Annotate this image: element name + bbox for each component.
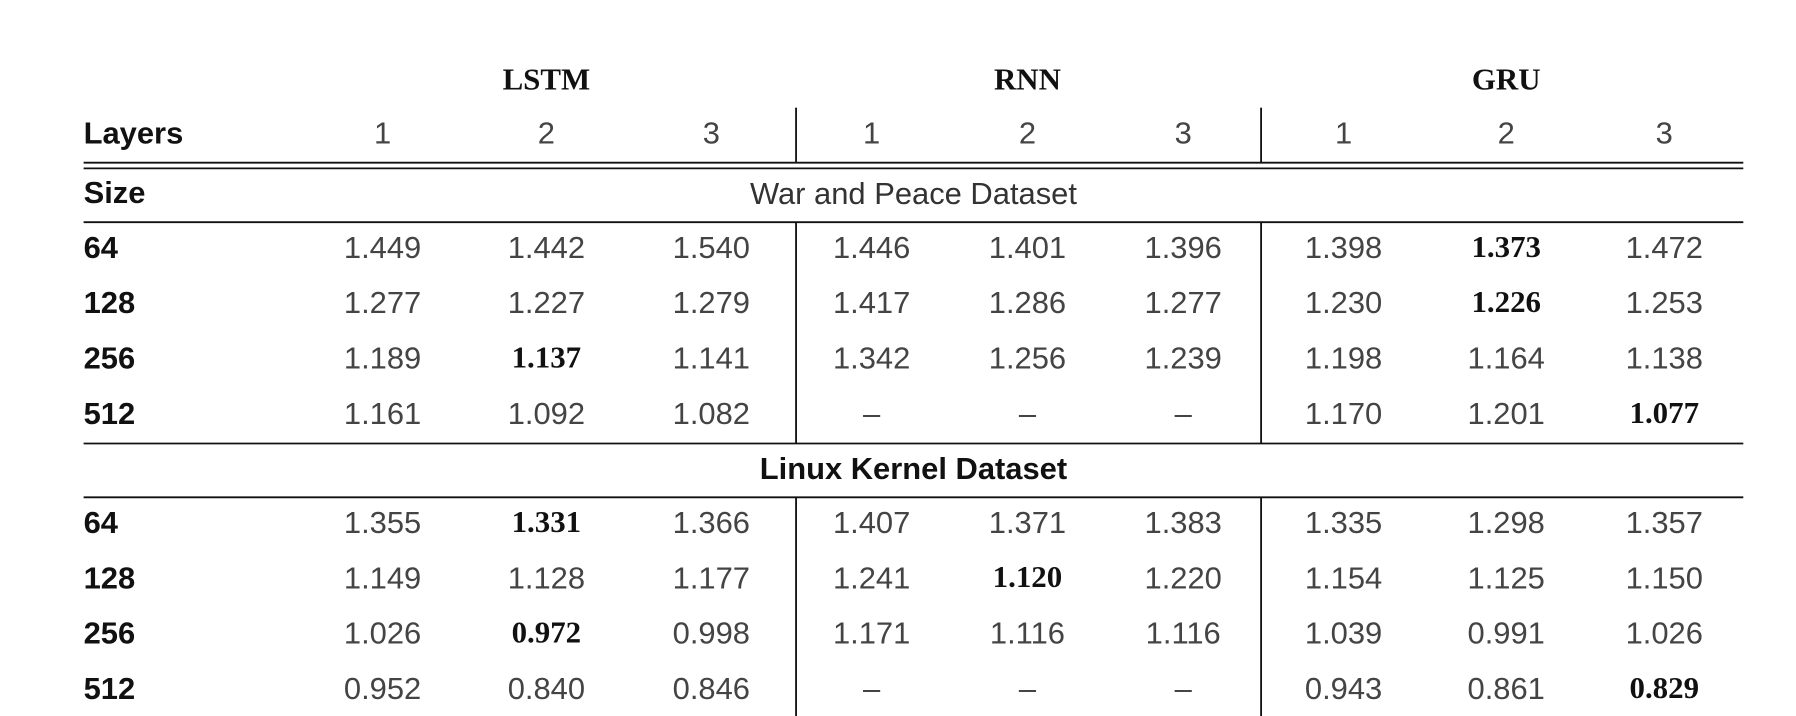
cell: 1.137 xyxy=(512,339,582,374)
cell: 1.335 xyxy=(1305,505,1382,540)
layer-header: 2 xyxy=(1019,115,1036,150)
cell: 1.446 xyxy=(833,230,910,265)
group-header: RNN xyxy=(994,62,1061,97)
cell: 1.331 xyxy=(512,504,582,539)
cell: 0.861 xyxy=(1468,671,1545,706)
group-header: LSTM xyxy=(503,62,591,97)
layer-header: 2 xyxy=(538,115,555,150)
cell: 1.082 xyxy=(673,396,750,431)
cell: 0.972 xyxy=(512,615,582,650)
layer-header: 3 xyxy=(1175,115,1192,150)
cell: 1.171 xyxy=(833,616,910,651)
size-label: 256 xyxy=(84,341,136,376)
cell: 1.540 xyxy=(673,230,750,265)
cell: – xyxy=(1175,671,1193,706)
cell: 1.189 xyxy=(344,341,421,376)
cell: 1.357 xyxy=(1626,505,1703,540)
size-label: 512 xyxy=(84,671,136,706)
cell: 1.373 xyxy=(1471,229,1541,264)
layer-header: 2 xyxy=(1498,115,1515,150)
layer-header: 3 xyxy=(703,115,720,150)
cell: 0.943 xyxy=(1305,671,1382,706)
cell: 1.164 xyxy=(1468,341,1545,376)
cell: 0.952 xyxy=(344,671,421,706)
cell: 1.092 xyxy=(508,396,585,431)
cell: 1.177 xyxy=(673,560,750,595)
cell: – xyxy=(1019,671,1037,706)
cell: 0.840 xyxy=(508,671,585,706)
cell: – xyxy=(1175,396,1193,431)
cell: 1.279 xyxy=(673,285,750,320)
cell: 1.201 xyxy=(1468,396,1545,431)
cell: 1.170 xyxy=(1305,396,1382,431)
cell: 1.366 xyxy=(673,505,750,540)
cell: 1.077 xyxy=(1630,395,1700,430)
cell: 1.120 xyxy=(993,559,1063,594)
cell: 0.991 xyxy=(1468,616,1545,651)
cell: 1.026 xyxy=(1626,616,1703,651)
cell: 1.407 xyxy=(833,505,910,540)
layer-header: 1 xyxy=(863,115,880,150)
cell: 1.442 xyxy=(508,230,585,265)
cell: 1.198 xyxy=(1305,341,1382,376)
cell: 1.039 xyxy=(1305,616,1382,651)
cell: 1.154 xyxy=(1305,560,1382,595)
cell: 1.150 xyxy=(1626,560,1703,595)
cell: 1.253 xyxy=(1626,285,1703,320)
size-label: 128 xyxy=(84,560,136,595)
cell: 1.125 xyxy=(1468,560,1545,595)
size-label: 256 xyxy=(84,616,136,651)
cell: 1.149 xyxy=(344,560,421,595)
cell: – xyxy=(863,396,881,431)
cell: 1.342 xyxy=(833,341,910,376)
cell: 1.161 xyxy=(344,396,421,431)
cell: 1.220 xyxy=(1145,560,1222,595)
cell: 1.398 xyxy=(1305,230,1382,265)
cell: 1.239 xyxy=(1145,341,1222,376)
cell: 1.256 xyxy=(989,341,1066,376)
cell: – xyxy=(1019,396,1037,431)
size-label: 512 xyxy=(84,396,136,431)
layer-header: 1 xyxy=(374,115,391,150)
size-label: 128 xyxy=(84,285,136,320)
cell: 1.396 xyxy=(1145,230,1222,265)
size-label: 64 xyxy=(84,230,119,265)
cell: 1.417 xyxy=(833,285,910,320)
cell: 0.846 xyxy=(673,671,750,706)
cell: 1.141 xyxy=(673,341,750,376)
cell: 1.026 xyxy=(344,616,421,651)
cell: 1.277 xyxy=(1145,285,1222,320)
cell: 1.227 xyxy=(508,285,585,320)
cell: 1.371 xyxy=(989,505,1066,540)
cell: 1.383 xyxy=(1145,505,1222,540)
cell: 1.401 xyxy=(989,230,1066,265)
cell: 1.138 xyxy=(1626,341,1703,376)
size-label: 64 xyxy=(84,505,119,540)
cell: 1.355 xyxy=(344,505,421,540)
group-header: GRU xyxy=(1472,62,1541,97)
layers-label: Layers xyxy=(84,115,184,150)
layer-header: 3 xyxy=(1656,115,1673,150)
cell: 1.230 xyxy=(1305,285,1382,320)
cell: 1.286 xyxy=(989,285,1066,320)
size-label: Size xyxy=(84,175,146,210)
cell: 1.472 xyxy=(1626,230,1703,265)
cell: 0.829 xyxy=(1630,670,1700,705)
cell: 1.226 xyxy=(1471,284,1541,319)
cell: – xyxy=(863,671,881,706)
cell: 1.128 xyxy=(508,560,585,595)
cell: 1.449 xyxy=(344,230,421,265)
cell: 1.241 xyxy=(833,560,910,595)
section-title: War and Peace Dataset xyxy=(750,176,1077,211)
cell: 1.116 xyxy=(990,616,1065,651)
cell: 1.277 xyxy=(344,285,421,320)
cell: 1.298 xyxy=(1468,505,1545,540)
cell: 1.116 xyxy=(1146,616,1221,651)
layer-header: 1 xyxy=(1335,115,1352,150)
cell: 0.998 xyxy=(673,616,750,651)
section-title: Linux Kernel Dataset xyxy=(760,451,1067,486)
